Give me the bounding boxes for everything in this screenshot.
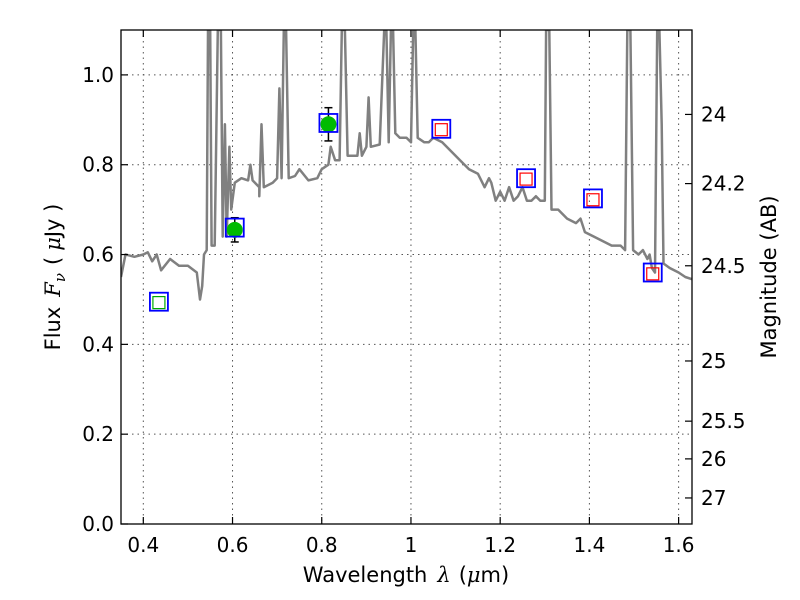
y-tick-label: 0.8 bbox=[82, 153, 114, 177]
x-tick-label: 1.4 bbox=[573, 533, 605, 557]
plot-frame bbox=[120, 29, 693, 525]
model-photometry-square bbox=[583, 188, 603, 209]
model-photometry-square bbox=[224, 217, 245, 238]
axis-ticks: 0.4 0.6 0.8 1 1.2 1.4 1.6 0.0 0.2 0.4 0.6 0.8 1.0 24 2… bbox=[82, 30, 746, 557]
observed-point bbox=[320, 116, 337, 133]
x-tick-label: 0.4 bbox=[127, 533, 159, 557]
model-photometry-square bbox=[516, 168, 536, 189]
sed-model-line bbox=[121, 30, 692, 301]
y-tick-label: 0.2 bbox=[82, 422, 114, 446]
observed-point bbox=[226, 221, 243, 238]
y2-axis-label: Magnitude (AB) bbox=[757, 195, 781, 358]
x-tick-label: 0.8 bbox=[306, 533, 338, 557]
y2-tick-label: 24.2 bbox=[701, 172, 746, 196]
x-tick-label: 0.6 bbox=[217, 533, 249, 557]
limit-square bbox=[646, 267, 660, 281]
x-axis-label: Wavelength λ (μm) bbox=[303, 563, 509, 587]
y2-tick-label: 25.5 bbox=[701, 409, 746, 433]
x-tick-label: 1 bbox=[405, 533, 418, 557]
y-axis-label: FluxFν(μJy ) bbox=[41, 204, 69, 351]
y2-tick-label: 24 bbox=[701, 102, 726, 126]
model-photometry-square bbox=[318, 113, 339, 133]
limit-square bbox=[152, 295, 166, 310]
y-tick-label: 0.6 bbox=[82, 243, 114, 267]
x-tick-label: 1.2 bbox=[484, 533, 516, 557]
limit-square bbox=[519, 172, 533, 186]
y2-tick-label: 27 bbox=[701, 486, 726, 510]
x-tick-label: 1.6 bbox=[663, 533, 695, 557]
limit-square bbox=[586, 193, 600, 207]
model-photometry-square bbox=[642, 262, 663, 283]
y-tick-label: 0.0 bbox=[82, 512, 114, 536]
model-photometry-square bbox=[431, 118, 452, 139]
y2-tick-label: 24.5 bbox=[701, 254, 746, 278]
y2-tick-label: 25 bbox=[701, 349, 726, 373]
y2-tick-label: 26 bbox=[701, 447, 726, 471]
model-photometry-square bbox=[149, 291, 169, 312]
plot-area bbox=[121, 30, 692, 312]
limit-square bbox=[434, 123, 448, 137]
y-tick-label: 0.4 bbox=[82, 332, 114, 356]
y-tick-label: 1.0 bbox=[82, 63, 114, 87]
